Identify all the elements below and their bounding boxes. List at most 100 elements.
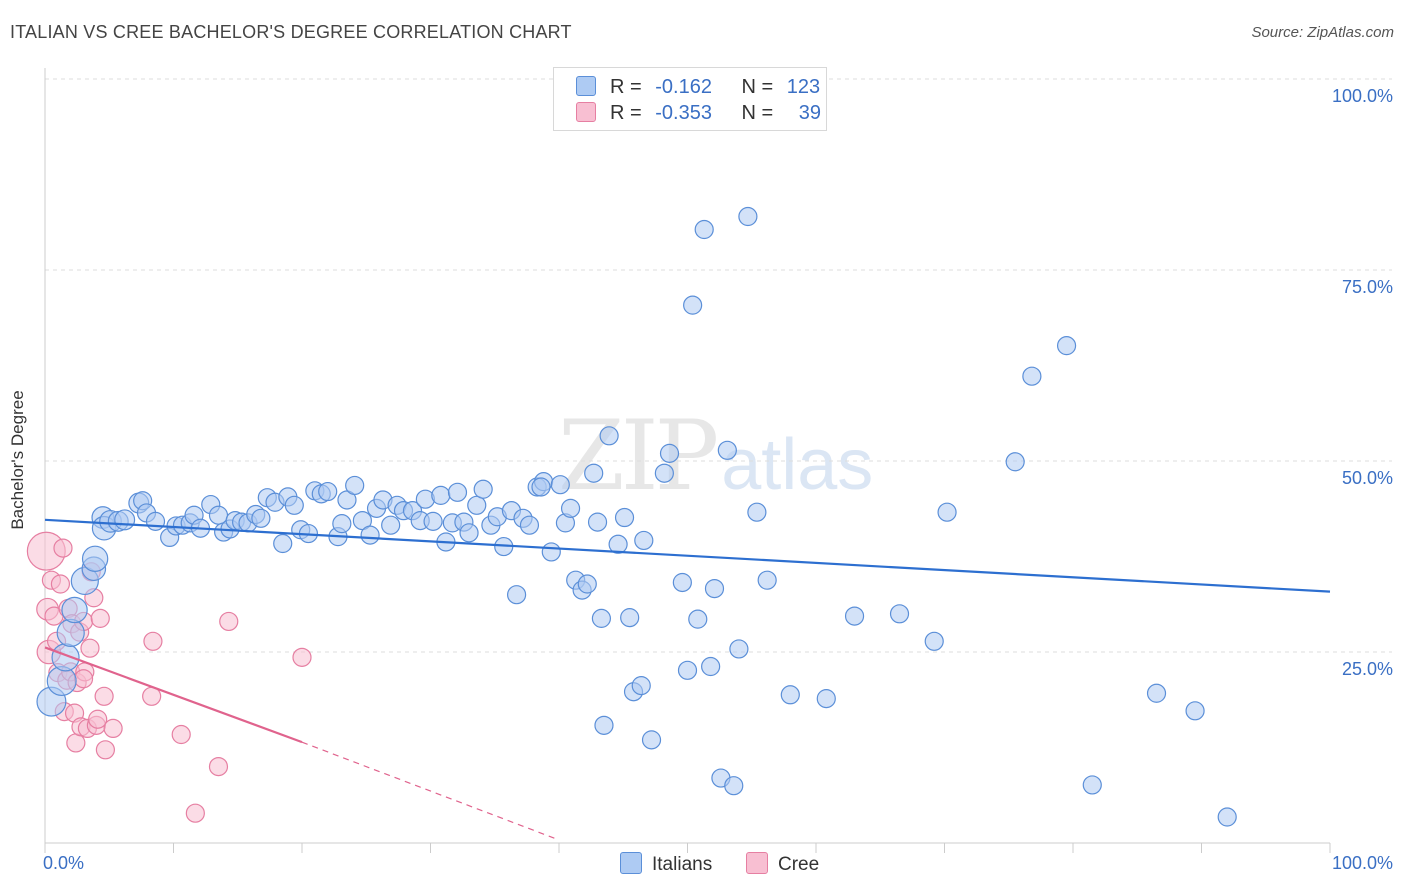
legend-label: Cree — [778, 854, 820, 875]
italians-point — [577, 574, 597, 594]
grid-lines — [45, 78, 1392, 653]
italians-point — [332, 514, 352, 534]
y-tick-label: 50.0% — [1341, 468, 1393, 488]
italians-point — [431, 485, 451, 505]
source-label: Source: ZipAtlas.com — [1251, 24, 1394, 41]
italians-point — [114, 509, 136, 531]
italians-point — [937, 502, 957, 522]
cree-point — [95, 740, 115, 760]
italians-point — [273, 533, 293, 554]
italians-point — [608, 534, 628, 554]
watermark-zip: ZIP — [558, 400, 719, 512]
stats-legend: R = -0.162 N = 123 R = -0.353 N = 39 — [553, 67, 827, 131]
cree-trend-line — [44, 646, 303, 744]
italians-point — [506, 585, 527, 605]
italians-point — [145, 511, 166, 531]
italians-point — [1022, 366, 1042, 386]
legend-cree: Cree — [746, 852, 819, 876]
y-tick-label: 75.0% — [1341, 277, 1393, 297]
italians-point — [672, 572, 692, 593]
italians-point — [519, 515, 540, 535]
n-value: 39 — [798, 102, 822, 124]
italians-point — [738, 206, 758, 227]
italians-point — [81, 545, 109, 572]
italians-point — [46, 666, 77, 697]
italians-point — [447, 482, 468, 502]
italians-point — [717, 440, 737, 460]
italians-point — [631, 676, 651, 696]
cree-point — [50, 574, 71, 594]
italians-point — [729, 639, 749, 659]
italians-point — [61, 596, 88, 624]
italians-points — [36, 206, 1237, 827]
italians-point — [56, 618, 85, 648]
cree-point — [53, 538, 73, 558]
r-value: -0.353 — [655, 102, 712, 124]
cree-point — [94, 686, 114, 706]
trend-lines — [44, 518, 1331, 841]
italians-point — [1185, 701, 1205, 721]
cree-points — [26, 531, 312, 823]
cree-point — [143, 631, 163, 651]
italians-point — [1082, 775, 1102, 795]
italians-point — [360, 525, 380, 545]
italians-point — [591, 608, 612, 628]
italians-point — [780, 685, 800, 705]
italians-point — [747, 502, 767, 522]
legend-italians: Italians — [620, 852, 712, 876]
italians-point — [251, 508, 271, 528]
r-label: R = — [610, 102, 642, 124]
italians-point — [1005, 452, 1025, 472]
italians-point — [381, 515, 401, 535]
r-value: -0.162 — [655, 76, 712, 98]
legend-row-cree: R = -0.353 N = 39 — [576, 102, 821, 126]
italians-point — [683, 295, 703, 315]
watermark-atlas: atlas — [721, 425, 874, 505]
n-value: 123 — [786, 76, 821, 98]
cree-trend-extension — [301, 741, 560, 841]
chart-title: ITALIAN VS CREE BACHELOR'S DEGREE CORREL… — [10, 22, 572, 42]
italians-point — [560, 498, 581, 518]
n-label: N = — [741, 102, 774, 124]
italians-point — [1056, 336, 1077, 356]
italians-point — [694, 219, 714, 240]
italians-trend-line — [44, 518, 1331, 593]
italians-swatch — [620, 852, 642, 874]
x-tick-label: 100.0% — [1331, 853, 1393, 873]
italians-point — [641, 730, 662, 750]
italians-point — [701, 656, 721, 677]
italians-point — [614, 507, 635, 528]
y-tick-label: 25.0% — [1341, 659, 1393, 679]
italians-point — [599, 426, 619, 446]
italians-point — [677, 660, 698, 680]
italians-point — [924, 631, 944, 651]
cree-point — [103, 718, 123, 739]
cree-point — [80, 638, 100, 658]
italians-point — [587, 512, 608, 532]
italians-point — [473, 479, 493, 499]
watermark: ZIPatlas — [558, 400, 873, 512]
italians-point — [284, 495, 304, 515]
italians-point — [1217, 807, 1237, 827]
italians-point — [423, 511, 443, 531]
italians-point — [584, 463, 604, 483]
italians-point — [620, 608, 640, 628]
legend-row-italians: R = -0.162 N = 123 — [576, 76, 820, 100]
r-label: R = — [610, 76, 642, 98]
italians-point — [704, 578, 725, 599]
italians-point — [688, 609, 708, 629]
y-axis-label: Bachelor's Degree — [8, 390, 27, 530]
cree-point — [66, 733, 86, 753]
cree-point — [88, 709, 108, 729]
italians-point — [724, 776, 744, 796]
x-tick-label: 0.0% — [43, 853, 85, 873]
italians-point — [654, 463, 674, 483]
italians-point — [345, 475, 365, 496]
cree-point — [90, 608, 110, 628]
italians-point — [1146, 683, 1167, 703]
cree-point — [219, 611, 239, 632]
italians-swatch — [576, 76, 596, 96]
italians-point — [659, 443, 680, 463]
cree-point — [73, 669, 94, 689]
